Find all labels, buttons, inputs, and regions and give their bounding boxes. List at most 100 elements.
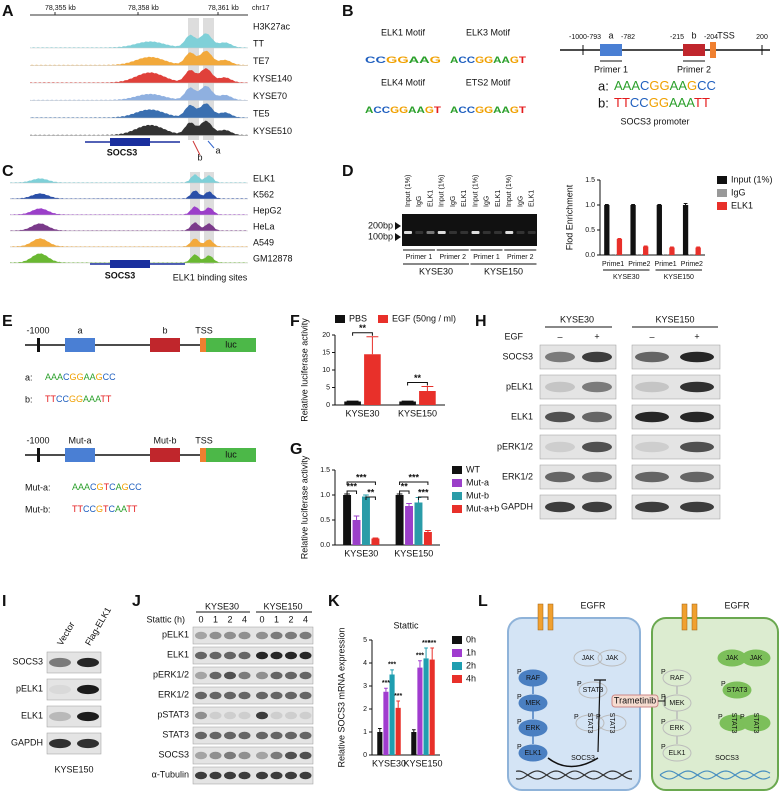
y-axis-label: Relative luciferase activity (299, 318, 309, 422)
signal-track (10, 206, 248, 215)
y-tick-label: 1.5 (585, 177, 595, 184)
cell-line: KYSE30 (205, 601, 239, 611)
y-tick-label: 1.5 (320, 467, 330, 474)
bar (616, 239, 623, 255)
base-letter: A (57, 372, 63, 382)
base-letter: A (493, 105, 502, 115)
track-name: HeLa (253, 221, 275, 231)
site-label: a (77, 325, 82, 335)
blot (192, 766, 314, 785)
legend-label: Mut-a (466, 477, 489, 487)
blot (192, 646, 314, 665)
inhibitor: Trametinib (614, 695, 656, 705)
base-letter: T (519, 55, 527, 65)
blot-band (285, 671, 297, 680)
base-letter: A (89, 394, 95, 404)
blot-band (49, 711, 71, 722)
node (741, 649, 771, 667)
bar (669, 247, 675, 255)
panel-label: E (2, 313, 13, 330)
base-letter: A (409, 55, 420, 65)
site-box (150, 338, 180, 352)
track-name: TT (253, 38, 264, 48)
site-arrow (207, 140, 215, 149)
signal-track (30, 85, 248, 101)
site-label: a (608, 30, 613, 40)
blot-band (582, 381, 612, 393)
error-bar (631, 204, 635, 205)
sequence-label: Mut-b: (25, 504, 51, 514)
base-letter: A (90, 372, 96, 382)
sig-label: ** (401, 481, 409, 491)
blot-band (77, 684, 99, 695)
error-bar (377, 728, 382, 732)
signal-track (10, 174, 248, 183)
lane-label: Input (1%) (439, 175, 446, 207)
cell-line: KYSE150 (484, 266, 523, 276)
track-name: ELK1 (253, 173, 275, 183)
base-letter: T (614, 95, 622, 110)
track-name: KYSE140 (253, 73, 292, 83)
blot-band (680, 351, 714, 363)
receptor-label: EGFR (724, 600, 750, 610)
sig-label: *** (382, 680, 390, 687)
base-letter: G (475, 105, 484, 115)
bar (377, 732, 383, 755)
legend-label: Mut-b (466, 490, 489, 500)
lane-label: ELK1 (495, 190, 502, 207)
node (741, 714, 771, 732)
inhibit-line (658, 696, 666, 706)
cell-line: KYSE30 (419, 266, 453, 276)
condition: – (557, 331, 562, 341)
blot-band (299, 631, 312, 640)
timepoint: 2 (288, 614, 293, 624)
legend-swatch (452, 636, 462, 644)
sequence: TTCCGGAAATT (614, 95, 710, 110)
timepoint: 4 (303, 614, 308, 624)
base-letter: C (640, 78, 649, 93)
blot-band (680, 441, 714, 453)
protein-label: pELK1 (16, 683, 43, 693)
legend-swatch (452, 662, 462, 670)
caption: SOCS3 promoter (620, 116, 689, 126)
error-bar (411, 729, 416, 732)
legend-swatch (717, 189, 727, 197)
marker-arrow (395, 222, 401, 241)
blot-band (195, 711, 207, 720)
blot-band (285, 731, 297, 740)
legend-label: 2h (466, 660, 476, 670)
sig-bracket (346, 481, 376, 485)
blot-band (195, 751, 207, 760)
node (662, 744, 692, 762)
blot-band (256, 691, 268, 700)
signal-track (10, 253, 248, 263)
coordinate: 78,355 kb (45, 5, 76, 12)
node-label: JAK (582, 655, 595, 662)
panel-label: D (342, 163, 354, 180)
blot-band (635, 471, 669, 483)
node-label: STAT3 (583, 687, 604, 694)
primer-label: Primer 1 (594, 64, 628, 74)
receptor (537, 603, 544, 631)
primer-label: Primer 2 (507, 254, 534, 261)
primer-label: Primer 2 (677, 64, 711, 74)
base-letter: G (484, 105, 493, 115)
y-tick-label: 5 (363, 637, 367, 644)
motif-name: ETS2 Motif (466, 77, 511, 87)
legend-label: PBS (349, 313, 367, 323)
blot-band (224, 631, 236, 640)
inhibit-line (594, 679, 606, 753)
lane-label: IgG (484, 196, 491, 207)
blot-band (285, 631, 297, 640)
y-tick-label: 5 (326, 384, 330, 391)
error-bar (384, 687, 388, 692)
base-letter: A (678, 95, 687, 110)
blot (46, 732, 102, 755)
base-letter: A (83, 394, 89, 404)
y-tick-label: 0 (363, 752, 367, 759)
base-letter: G (397, 55, 408, 65)
receptor (681, 603, 688, 631)
blot-band (582, 501, 612, 513)
error-bar (353, 515, 360, 520)
